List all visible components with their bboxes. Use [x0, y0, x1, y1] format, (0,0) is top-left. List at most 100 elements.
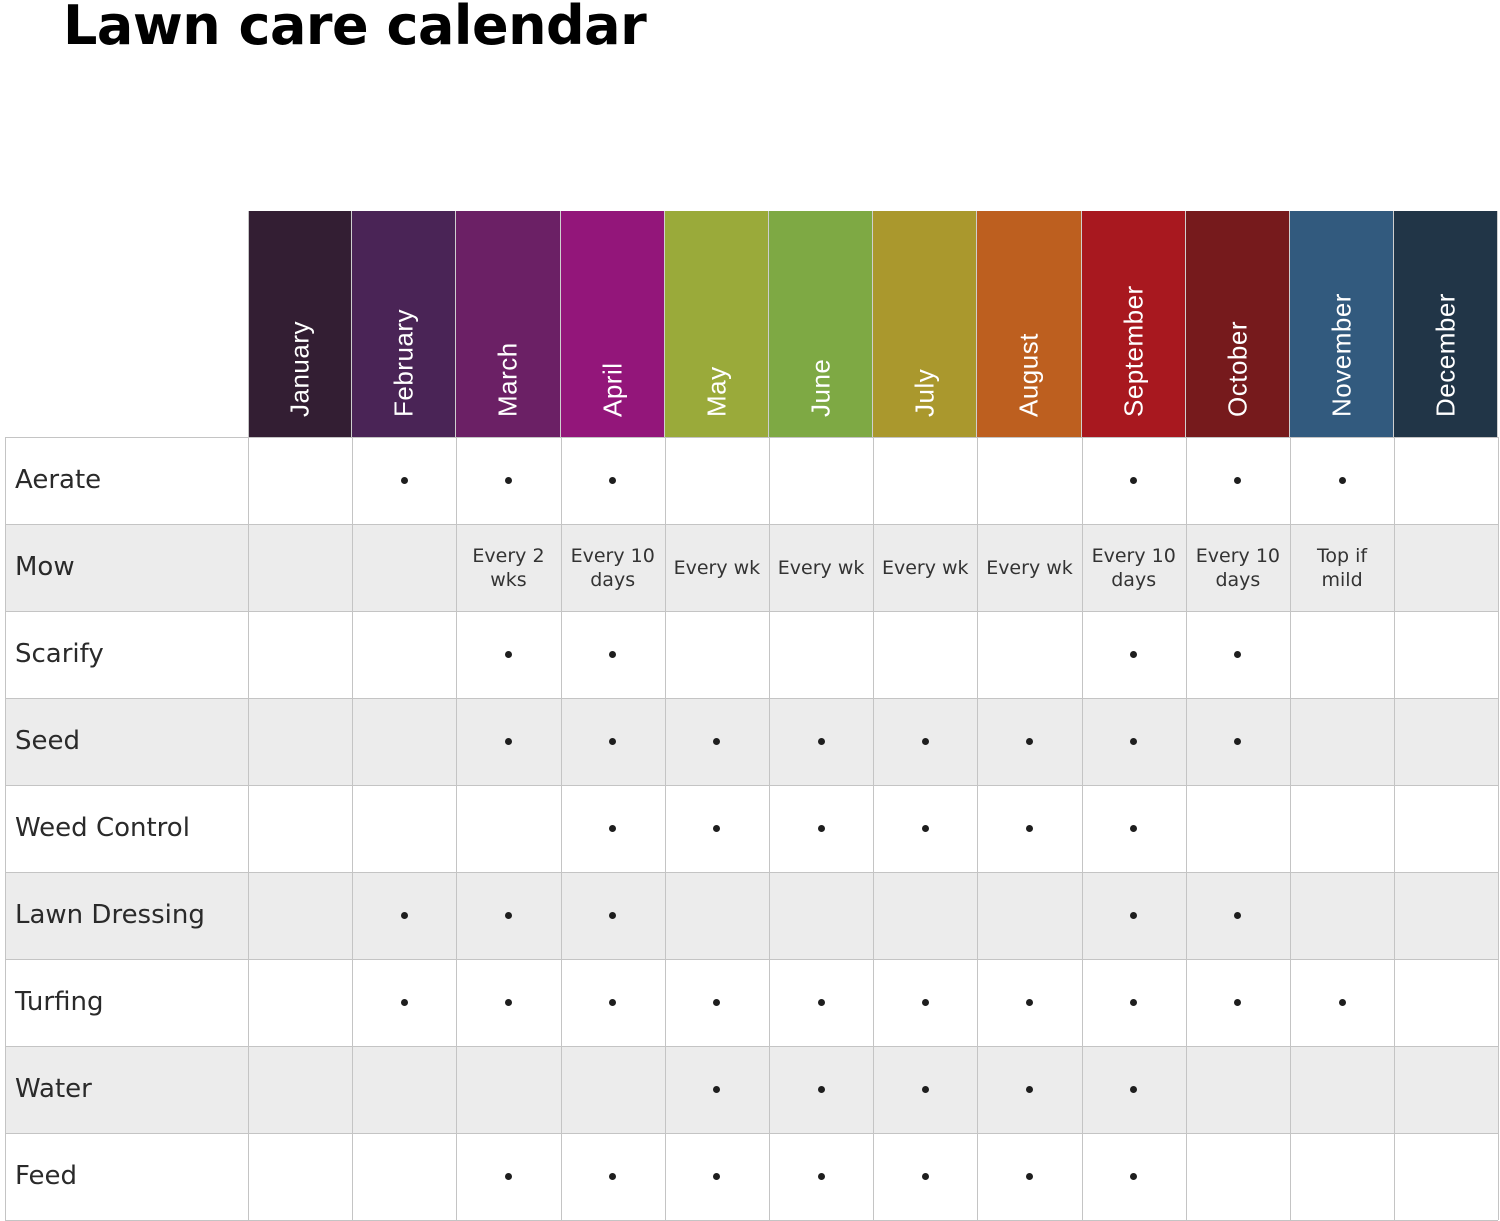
dot-marker [1130, 651, 1138, 658]
table-row [5, 1046, 1498, 1133]
month-header-may: May [664, 211, 769, 437]
dot-marker [1025, 1086, 1033, 1093]
grid-line [5, 1133, 1499, 1134]
table-cell [977, 1133, 1081, 1220]
month-label: August [1013, 333, 1044, 417]
dot-marker [817, 1173, 825, 1180]
grid-line [5, 872, 1499, 873]
table-cell [873, 959, 977, 1046]
grid-line [1498, 437, 1499, 1220]
dot-marker [1130, 825, 1138, 832]
table-cell: Every wk [665, 524, 769, 611]
grid-line [1185, 437, 1187, 1220]
month-label: October [1222, 321, 1253, 417]
cell-note: Every wk [777, 556, 865, 579]
table-cell [1082, 611, 1186, 698]
cell-note: Every 10 days [570, 544, 655, 591]
dot-marker [400, 912, 408, 919]
cell-note: Every 2 wks [472, 544, 545, 591]
table-row [5, 524, 1498, 611]
row-label-water: Water [15, 1073, 92, 1104]
grid-line [5, 698, 1499, 699]
dot-marker [504, 477, 512, 484]
grid-line [664, 437, 666, 1220]
month-header-march: March [456, 211, 561, 437]
table-cell [769, 959, 873, 1046]
dot-marker [713, 825, 721, 832]
dot-marker [1025, 999, 1033, 1006]
cell-note: Every 10 days [1195, 544, 1280, 591]
table-cell [561, 437, 665, 524]
table-cell [769, 1046, 873, 1133]
dot-marker [1338, 477, 1346, 484]
row-label-turfing: Turfing [15, 986, 104, 1017]
grid-line [977, 437, 979, 1220]
dot-marker [921, 825, 929, 832]
dot-marker [1025, 1173, 1033, 1180]
dot-marker [1130, 912, 1138, 919]
table-cell [1186, 611, 1290, 698]
dot-marker [1130, 999, 1138, 1006]
month-label: April [597, 362, 628, 417]
month-label: January [284, 321, 315, 417]
dot-marker [817, 825, 825, 832]
grid-line [248, 211, 249, 1220]
dot-marker [504, 999, 512, 1006]
dot-marker [817, 999, 825, 1006]
grid-line [1081, 437, 1083, 1220]
table-row [5, 1133, 1498, 1220]
grid-line [5, 959, 1499, 960]
dot-marker [921, 1173, 929, 1180]
table-cell: Top if mild [1290, 524, 1394, 611]
table-cell [977, 785, 1081, 872]
grid-line [873, 437, 875, 1220]
cell-note: Top if mild [1317, 544, 1368, 591]
dot-marker [504, 1173, 512, 1180]
table-cell: Every wk [977, 524, 1081, 611]
dot-marker [1025, 825, 1033, 832]
table-cell [561, 872, 665, 959]
month-header-december: December [1394, 211, 1499, 437]
dot-marker [504, 651, 512, 658]
table-cell [1290, 959, 1394, 1046]
table-cell [665, 785, 769, 872]
table-cell: Every 10 days [1186, 524, 1290, 611]
table-cell [977, 1046, 1081, 1133]
grid-line [5, 1046, 1499, 1047]
table-cell [1186, 437, 1290, 524]
table-cell [456, 437, 560, 524]
table-cell [1082, 437, 1186, 524]
cell-note: Every wk [673, 556, 761, 579]
table-cell [769, 698, 873, 785]
table-cell [456, 1133, 560, 1220]
dot-marker [609, 477, 617, 484]
table-cell [873, 1133, 977, 1220]
page-title: Lawn care calendar [63, 0, 647, 57]
grid-line [1290, 437, 1291, 1220]
dot-marker [504, 912, 512, 919]
table-cell [977, 698, 1081, 785]
row-label-lawn-dressing: Lawn Dressing [15, 899, 205, 930]
row-label-mow: Mow [15, 551, 75, 582]
table-cell [352, 959, 456, 1046]
table-cell [1082, 872, 1186, 959]
row-label-weed-control: Weed Control [15, 812, 190, 843]
table-row [5, 785, 1498, 872]
grid-line [5, 611, 1499, 612]
grid-line [5, 524, 1499, 525]
dot-marker [921, 738, 929, 745]
table-cell: Every 2 wks [456, 524, 560, 611]
month-label: November [1326, 293, 1357, 417]
table-cell [873, 1046, 977, 1133]
dot-marker [504, 738, 512, 745]
dot-marker [1130, 1086, 1138, 1093]
dot-marker [1338, 999, 1346, 1006]
month-label: March [492, 342, 523, 417]
table-row [5, 872, 1498, 959]
table-cell [561, 611, 665, 698]
table-cell [665, 959, 769, 1046]
dot-marker [609, 738, 617, 745]
dot-marker [817, 1086, 825, 1093]
dot-marker [921, 1086, 929, 1093]
cell-note: Every wk [986, 556, 1073, 579]
